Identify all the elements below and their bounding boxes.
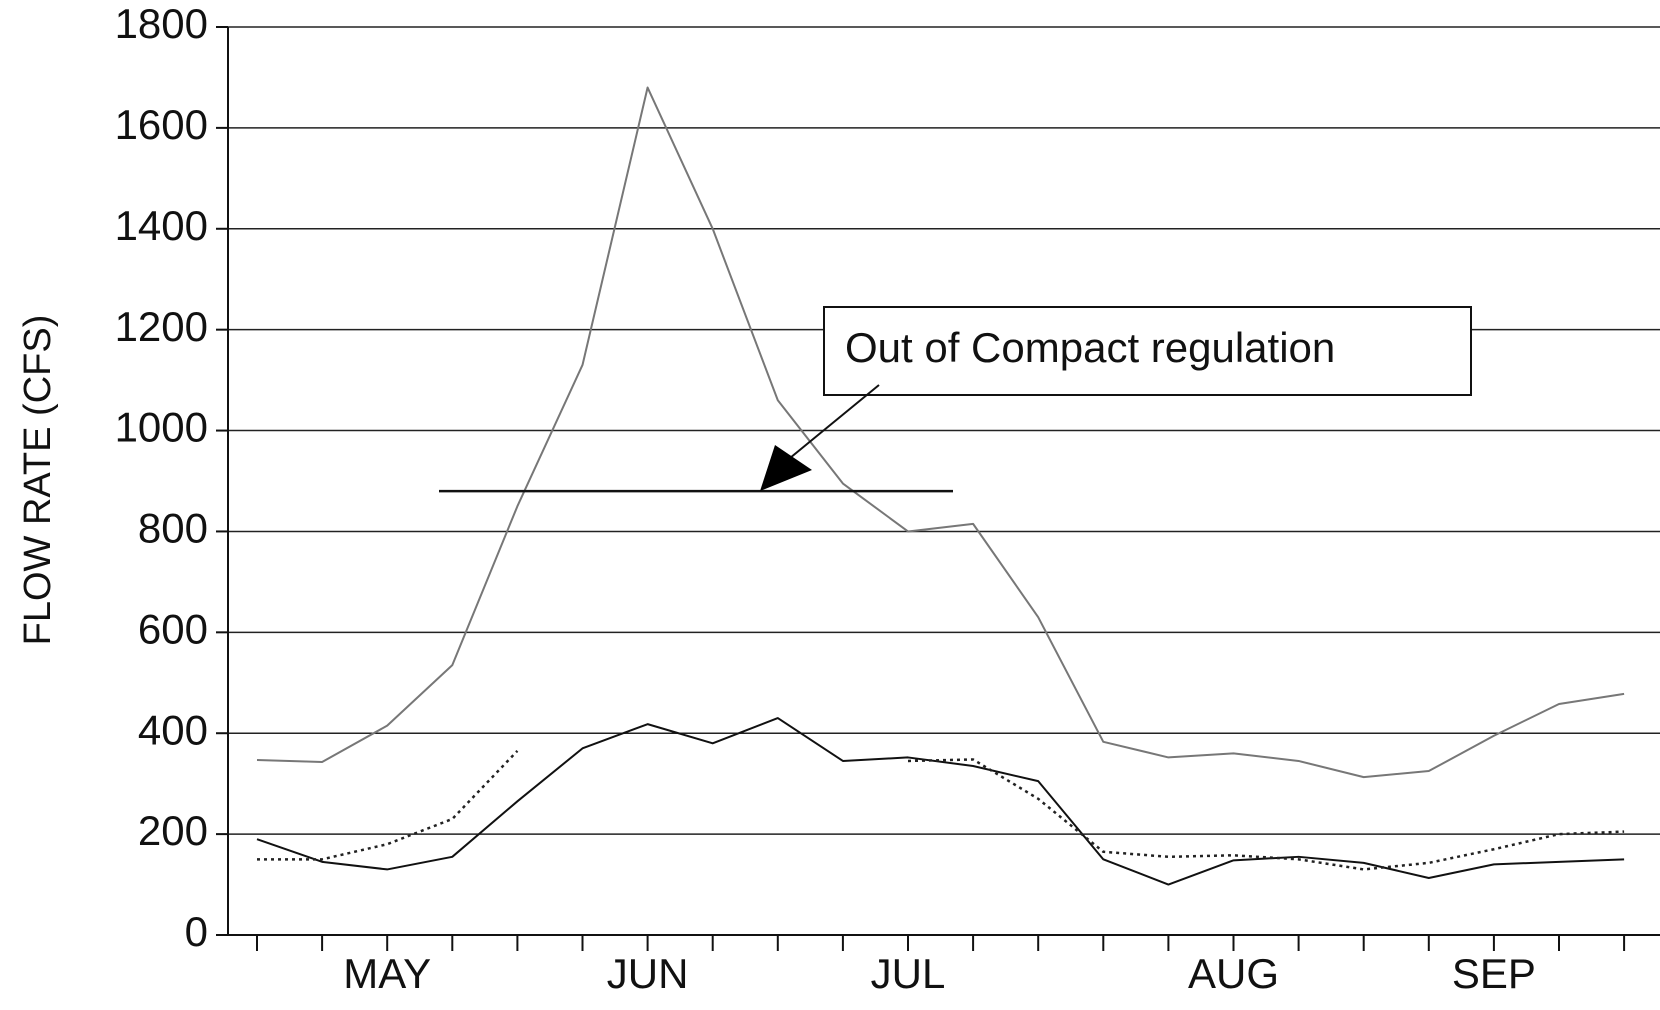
y-tick-label: 600 xyxy=(138,605,208,652)
y-tick-label: 1000 xyxy=(115,404,208,451)
y-tick-label: 0 xyxy=(185,908,208,955)
annotation-text: Out of Compact regulation xyxy=(845,324,1335,371)
y-tick-label: 1800 xyxy=(115,0,208,47)
x-tick-label: MAY xyxy=(343,950,431,997)
y-tick-label: 1400 xyxy=(115,202,208,249)
x-tick-label: JUN xyxy=(607,950,689,997)
data-line xyxy=(907,758,1625,871)
data-line xyxy=(257,750,519,861)
annotation-arrow xyxy=(789,384,880,459)
y-tick-label: 800 xyxy=(138,505,208,552)
y-tick-label: 200 xyxy=(138,807,208,854)
arrow-head xyxy=(760,445,812,492)
y-tick-label: 400 xyxy=(138,706,208,753)
annotation-box xyxy=(823,306,1472,396)
x-tick-label: JUL xyxy=(871,950,946,997)
y-tick-label: 1600 xyxy=(115,101,208,148)
data-line xyxy=(256,86,1625,779)
y-axis-title: FLOW RATE (CFS) xyxy=(17,315,59,646)
x-tick-label: SEP xyxy=(1452,950,1536,997)
x-tick-label: AUG xyxy=(1188,950,1279,997)
y-tick-label: 1200 xyxy=(115,303,208,350)
data-line xyxy=(256,717,1625,886)
